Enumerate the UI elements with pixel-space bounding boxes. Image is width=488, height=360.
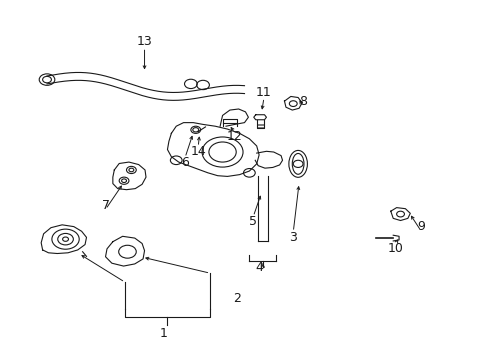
Text: 7: 7 [102, 199, 109, 212]
Text: 9: 9 [416, 220, 424, 233]
Text: 6: 6 [181, 156, 188, 168]
Text: 1: 1 [160, 327, 168, 340]
Text: 14: 14 [190, 145, 205, 158]
Text: 10: 10 [387, 242, 403, 255]
Text: 11: 11 [256, 86, 271, 99]
Text: 8: 8 [298, 95, 306, 108]
Text: 5: 5 [249, 215, 257, 228]
Text: 12: 12 [226, 130, 242, 144]
Text: 4: 4 [255, 261, 263, 274]
Text: 13: 13 [136, 35, 152, 49]
Text: 2: 2 [233, 292, 241, 305]
Text: 3: 3 [289, 231, 297, 244]
